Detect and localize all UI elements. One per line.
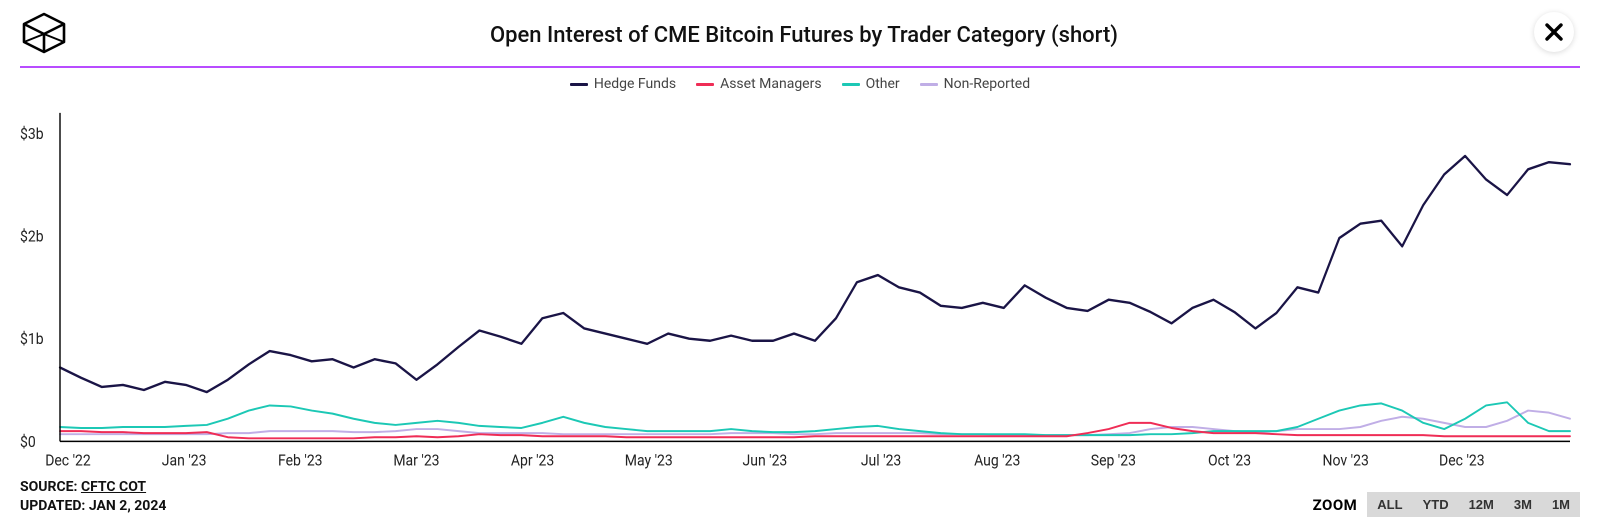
zoom-group: ZOOM ALLYTD12M3M1M [1313, 492, 1580, 517]
zoom-label: ZOOM [1313, 496, 1358, 514]
zoom-button-12m[interactable]: 12M [1459, 492, 1504, 517]
legend-swatch-icon [842, 83, 860, 86]
close-button[interactable] [1534, 12, 1574, 52]
legend-item[interactable]: Hedge Funds [570, 76, 676, 92]
header-row: Open Interest of CME Bitcoin Futures by … [20, 10, 1580, 60]
legend-swatch-icon [696, 83, 714, 86]
y-tick-label: $3b [20, 124, 44, 143]
y-tick-label: $1b [20, 330, 44, 349]
zoom-button-all[interactable]: ALL [1367, 492, 1412, 517]
footer-row: SOURCE: CFTC COT UPDATED: JAN 2, 2024 ZO… [20, 478, 1580, 517]
source-value: CFTC COT [81, 479, 146, 495]
chart-area: $0 $1b $2b $3b Dec '22 Jan '23 Feb '23 Mar '23 A… [20, 102, 1580, 472]
legend-swatch-icon [920, 83, 938, 86]
x-tick-label: Jul '23 [861, 451, 901, 470]
chart-title: Open Interest of CME Bitcoin Futures by … [88, 23, 1520, 48]
divider-line [20, 66, 1580, 68]
x-tick-label: Aug '23 [974, 451, 1020, 470]
source-label: SOURCE: [20, 479, 77, 495]
legend: Hedge Funds Asset Managers Other Non-Report… [20, 76, 1580, 92]
x-tick-label: Jan '23 [162, 451, 207, 470]
series-line [60, 156, 1570, 392]
legend-item[interactable]: Asset Managers [696, 76, 822, 92]
meta-block: SOURCE: CFTC COT UPDATED: JAN 2, 2024 [20, 478, 166, 517]
updated-label: UPDATED: [20, 498, 85, 514]
x-tick-label: Feb '23 [278, 451, 322, 470]
legend-label: Other [866, 76, 900, 92]
x-tick-label: Apr '23 [511, 451, 554, 470]
chart-card: Open Interest of CME Bitcoin Futures by … [0, 0, 1600, 527]
x-tick-label: May '23 [625, 451, 673, 470]
legend-label: Hedge Funds [594, 76, 676, 92]
zoom-button-3m[interactable]: 3M [1504, 492, 1542, 517]
x-tick-label: Oct '23 [1208, 451, 1251, 470]
y-tick-label: $0 [20, 432, 36, 451]
legend-item[interactable]: Other [842, 76, 900, 92]
x-tick-label: Sep '23 [1091, 451, 1136, 470]
legend-swatch-icon [570, 83, 588, 86]
x-tick-label: Dec '22 [45, 451, 91, 470]
zoom-button-ytd[interactable]: YTD [1413, 492, 1459, 517]
x-tick-label: Dec '23 [1439, 451, 1485, 470]
x-tick-label: Nov '23 [1323, 451, 1369, 470]
legend-label: Non-Reported [944, 76, 1030, 92]
brand-logo-icon [20, 12, 68, 58]
y-tick-label: $2b [20, 227, 44, 246]
legend-item[interactable]: Non-Reported [920, 76, 1030, 92]
zoom-button-1m[interactable]: 1M [1542, 492, 1580, 517]
legend-label: Asset Managers [720, 76, 822, 92]
close-icon [1545, 23, 1563, 41]
x-tick-label: Mar '23 [393, 451, 439, 470]
updated-value: JAN 2, 2024 [89, 498, 167, 514]
x-tick-label: Jun '23 [743, 451, 788, 470]
